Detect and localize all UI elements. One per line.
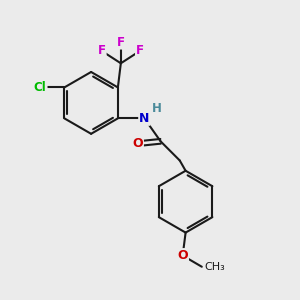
Text: O: O [132,137,143,150]
Text: Cl: Cl [34,81,46,94]
Text: N: N [139,112,150,125]
Text: F: F [117,36,125,49]
Text: F: F [136,44,144,57]
Text: F: F [98,44,106,57]
Text: O: O [177,249,188,262]
Text: H: H [152,102,162,116]
Text: CH₃: CH₃ [205,262,226,272]
